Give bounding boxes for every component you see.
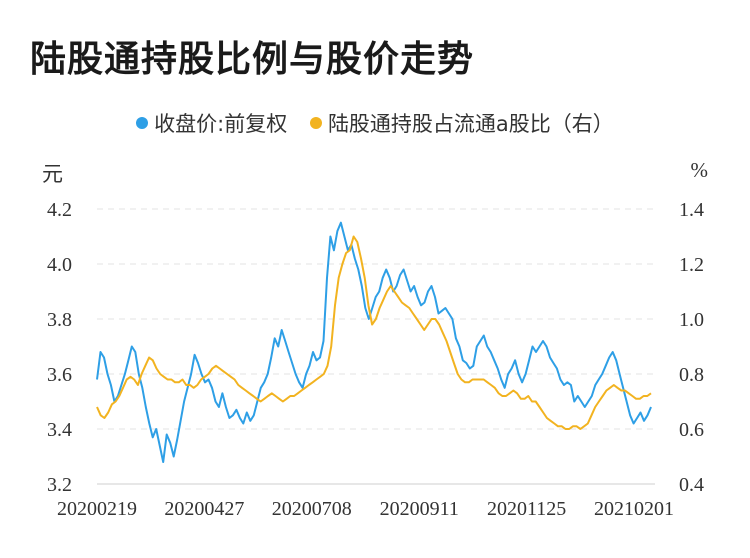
right-y-tick-label: 0.8 [679, 364, 704, 386]
x-tick-label: 20200427 [164, 498, 244, 520]
right-y-tick-label: 0.4 [679, 474, 704, 496]
x-tick-label: 20200911 [380, 498, 459, 520]
right-y-tick-label: 1.4 [679, 199, 704, 221]
legend-item-holding[interactable]: 陆股通持股占流通a股比（右） [309, 108, 614, 138]
left-y-tick-label: 3.4 [47, 419, 72, 441]
legend-holding-label: 陆股通持股占流通a股比（右） [327, 112, 614, 136]
x-tick-label: 20201125 [487, 498, 566, 520]
x-tick-label: 20200219 [57, 498, 137, 520]
legend-price-label: 收盘价:前复权 [154, 112, 288, 136]
right-y-tick-label: 1.0 [679, 309, 704, 331]
left-axis-unit: 元 [42, 162, 63, 186]
page-title: 陆股通持股比例与股价走势 [30, 39, 475, 80]
holding-series-line [96, 235, 652, 430]
legend-price-marker [136, 117, 149, 129]
left-y-tick-label: 3.6 [47, 364, 72, 386]
right-axis-unit: % [690, 158, 709, 182]
right-y-tick-label: 1.2 [679, 254, 704, 276]
left-y-tick-label: 3.2 [47, 474, 72, 496]
legend-holding-marker [309, 117, 322, 129]
x-tick-label: 20210201 [594, 498, 674, 520]
left-y-tick-label: 4.0 [47, 254, 72, 276]
x-tick-label: 20200708 [272, 498, 352, 520]
price-series-line [96, 221, 652, 463]
chart-legend: 收盘价:前复权 陆股通持股占流通a股比（右） [0, 108, 750, 138]
left-y-tick-label: 4.2 [47, 199, 72, 221]
left-y-tick-label: 3.8 [47, 309, 72, 331]
right-y-tick-label: 0.6 [679, 419, 704, 441]
legend-item-price[interactable]: 收盘价:前复权 [136, 108, 287, 138]
